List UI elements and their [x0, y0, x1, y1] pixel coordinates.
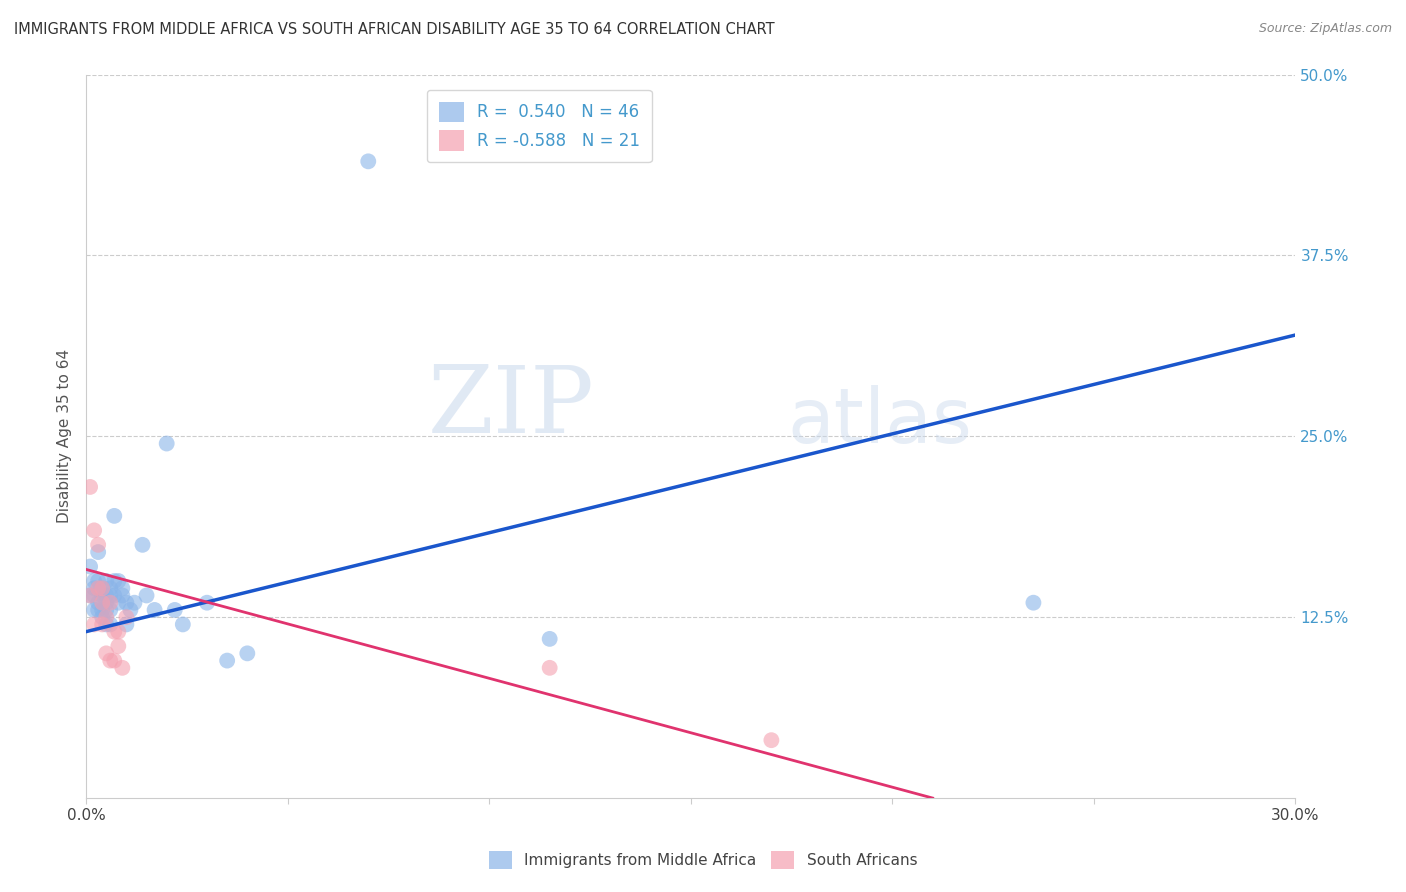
Point	[1022, 596, 1045, 610]
Point	[538, 661, 561, 675]
Point	[98, 596, 121, 610]
Point	[83, 589, 105, 603]
Point	[87, 574, 110, 588]
Point	[357, 154, 380, 169]
Point	[98, 603, 121, 617]
Point	[96, 574, 118, 588]
Point	[83, 524, 105, 538]
Point	[111, 581, 134, 595]
Point	[98, 654, 121, 668]
Point	[103, 574, 125, 588]
Point	[98, 617, 121, 632]
Point	[91, 617, 114, 632]
Point	[91, 610, 114, 624]
Point	[96, 646, 118, 660]
Point	[87, 596, 110, 610]
Point	[91, 589, 114, 603]
Point	[111, 589, 134, 603]
Legend: Immigrants from Middle Africa, South Africans: Immigrants from Middle Africa, South Afr…	[482, 845, 924, 875]
Point	[115, 617, 138, 632]
Point	[91, 596, 114, 610]
Point	[96, 610, 118, 624]
Point	[103, 654, 125, 668]
Text: ZIP: ZIP	[427, 362, 593, 452]
Point	[96, 589, 118, 603]
Point	[195, 596, 218, 610]
Point	[87, 603, 110, 617]
Text: atlas: atlas	[787, 384, 973, 458]
Point	[83, 581, 105, 595]
Point	[111, 661, 134, 675]
Point	[87, 538, 110, 552]
Point	[107, 624, 129, 639]
Point	[87, 545, 110, 559]
Point	[83, 617, 105, 632]
Point	[103, 508, 125, 523]
Point	[124, 596, 146, 610]
Point	[98, 589, 121, 603]
Point	[79, 589, 101, 603]
Point	[538, 632, 561, 646]
Point	[87, 581, 110, 595]
Point	[115, 596, 138, 610]
Point	[761, 733, 783, 747]
Point	[103, 589, 125, 603]
Text: Source: ZipAtlas.com: Source: ZipAtlas.com	[1258, 22, 1392, 36]
Point	[115, 610, 138, 624]
Point	[96, 603, 118, 617]
Point	[79, 480, 101, 494]
Point	[91, 581, 114, 595]
Point	[98, 581, 121, 595]
Point	[156, 436, 179, 450]
Point	[163, 603, 186, 617]
Point	[96, 596, 118, 610]
Point	[96, 617, 118, 632]
Text: IMMIGRANTS FROM MIDDLE AFRICA VS SOUTH AFRICAN DISABILITY AGE 35 TO 64 CORRELATI: IMMIGRANTS FROM MIDDLE AFRICA VS SOUTH A…	[14, 22, 775, 37]
Point	[83, 603, 105, 617]
Point	[135, 589, 157, 603]
Point	[79, 559, 101, 574]
Y-axis label: Disability Age 35 to 64: Disability Age 35 to 64	[58, 350, 72, 524]
Point	[107, 574, 129, 588]
Point	[91, 581, 114, 595]
Point	[217, 654, 239, 668]
Point	[103, 624, 125, 639]
Point	[131, 538, 153, 552]
Point	[83, 574, 105, 588]
Point	[236, 646, 259, 660]
Point	[120, 603, 142, 617]
Point	[172, 617, 194, 632]
Legend: R =  0.540   N = 46, R = -0.588   N = 21: R = 0.540 N = 46, R = -0.588 N = 21	[427, 90, 651, 162]
Point	[143, 603, 166, 617]
Point	[91, 603, 114, 617]
Point	[107, 596, 129, 610]
Point	[107, 639, 129, 653]
Point	[79, 589, 101, 603]
